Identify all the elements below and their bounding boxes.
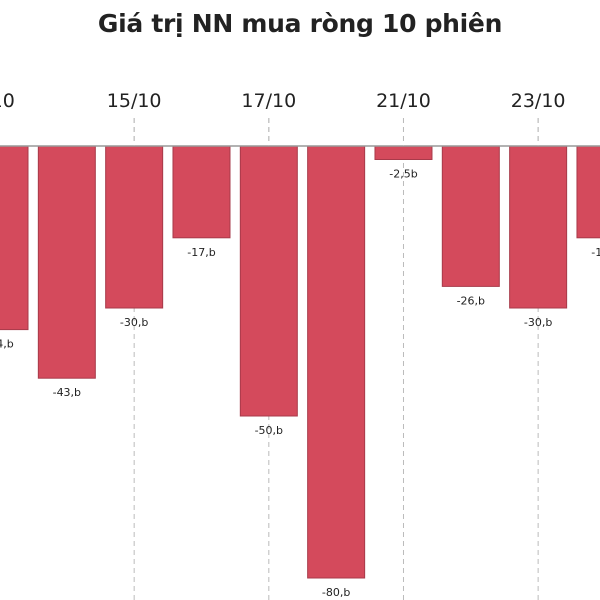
data-label: -30,b	[120, 316, 148, 329]
bar-22-10	[374, 145, 433, 160]
bar-14-10	[0, 145, 29, 331]
data-label: -43,b	[53, 386, 81, 399]
bar-18-10	[239, 145, 298, 417]
data-label: -26,b	[457, 294, 485, 307]
data-label: -17,b	[591, 246, 600, 259]
bar-17-10	[172, 145, 231, 239]
data-label: -17,b	[187, 246, 215, 259]
bar-21-10	[307, 145, 366, 579]
x-tick-label: 15/10	[107, 90, 162, 112]
data-label: -50,b	[255, 424, 283, 437]
data-label: -80,b	[322, 586, 350, 599]
chart-title: Giá trị NN mua ròng 10 phiên	[97, 9, 503, 38]
x-tick-label: /10	[0, 90, 15, 112]
data-label: -30,b	[524, 316, 552, 329]
bar-15-10	[37, 145, 96, 379]
data-label: -2,5b	[389, 168, 417, 181]
x-tick-label: 23/10	[511, 90, 566, 112]
bar-25-10	[576, 145, 600, 239]
bar-23-10	[441, 145, 500, 287]
x-tick-label: 17/10	[241, 90, 296, 112]
data-label: -34,b	[0, 338, 14, 351]
bar-16-10	[105, 145, 164, 309]
bar-24-10	[509, 145, 568, 309]
x-tick-label: 21/10	[376, 90, 431, 112]
